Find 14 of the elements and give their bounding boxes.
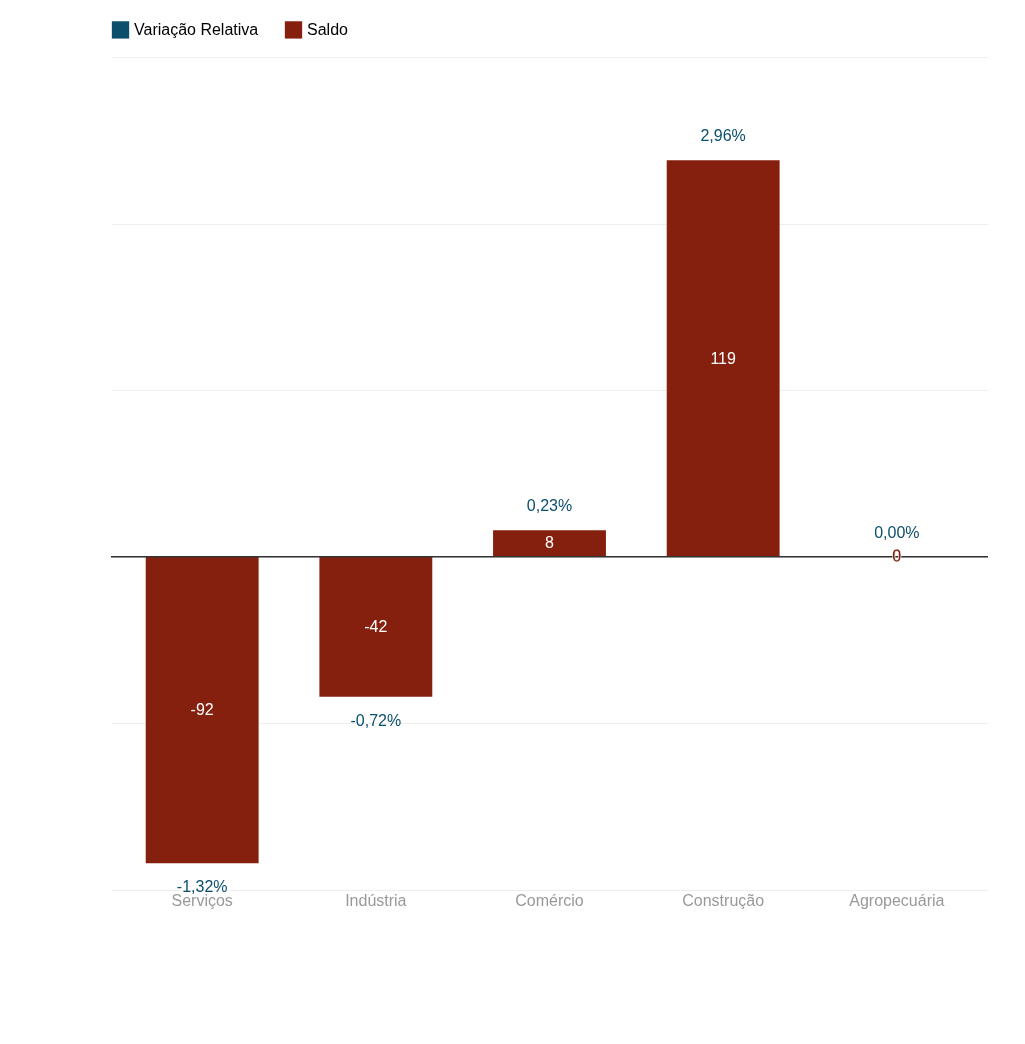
data-label: 8 bbox=[545, 534, 555, 552]
annotation: 0,00% bbox=[874, 523, 920, 541]
data-label: 119 bbox=[710, 349, 737, 367]
data-label: -42 bbox=[364, 617, 388, 635]
annotation: -0,72% bbox=[350, 711, 402, 729]
x-tick-label: Comércio bbox=[515, 891, 584, 909]
annotation: 0,23% bbox=[526, 497, 573, 515]
x-tick-label: Construção bbox=[682, 891, 765, 909]
x-tick-label: Agropecuária bbox=[849, 891, 945, 909]
legend-label: Variação Relativa bbox=[134, 20, 259, 38]
annotation: 2,96% bbox=[700, 127, 746, 145]
x-tick-label: Indústria bbox=[345, 891, 407, 909]
data-label: -92 bbox=[190, 701, 214, 719]
legend-label: Saldo bbox=[307, 20, 349, 38]
